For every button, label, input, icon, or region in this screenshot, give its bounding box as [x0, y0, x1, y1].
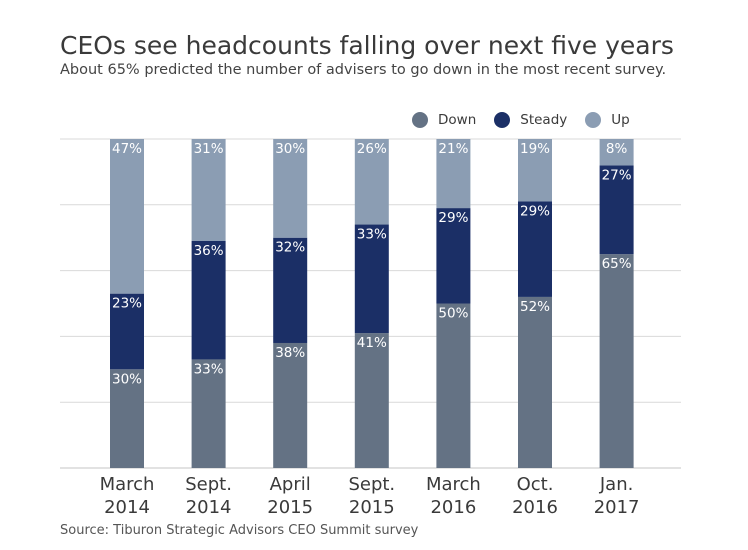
bar-segment-down — [518, 296, 552, 468]
bar-segment-up — [191, 139, 226, 241]
data-label: 38% — [275, 345, 305, 361]
data-label: 30% — [275, 141, 305, 157]
x-tick-label: 2017 — [594, 497, 640, 518]
legend-label-down: Down — [438, 112, 477, 128]
bar-segment-steady — [599, 165, 634, 255]
bar-segment-steady — [273, 237, 308, 343]
bar-segment-up — [354, 139, 389, 225]
data-label: 47% — [112, 141, 142, 157]
bar-segment-down — [191, 359, 226, 468]
x-tick-label: 2016 — [430, 497, 476, 518]
legend-item-down: Down — [412, 112, 476, 128]
bar-segment-down — [273, 342, 308, 468]
x-tick-label: 2016 — [512, 497, 558, 518]
bar-segment-steady — [110, 293, 144, 370]
data-label: 29% — [520, 204, 550, 220]
bar-segment-down — [354, 333, 389, 468]
legend-swatch-steady — [494, 112, 511, 128]
data-label: 21% — [438, 141, 468, 157]
data-label: 52% — [520, 299, 550, 315]
bar-segment-down — [436, 303, 471, 468]
x-tick-label: 2015 — [349, 497, 395, 518]
legend-label-steady: Steady — [520, 112, 568, 128]
x-tick-label: April — [270, 474, 311, 495]
data-label: 50% — [438, 306, 468, 322]
data-label: 26% — [357, 141, 387, 157]
data-label: 41% — [357, 335, 387, 351]
data-label: 30% — [112, 371, 142, 387]
bar-segment-up — [436, 139, 471, 209]
data-label: 29% — [438, 210, 468, 226]
bar-segment-steady — [191, 240, 226, 360]
chart-subtitle: About 65% predicted the number of advise… — [60, 62, 667, 78]
bar-segment-steady — [354, 224, 389, 334]
data-label: 27% — [602, 167, 632, 183]
data-label: 19% — [520, 141, 550, 157]
bar-segment-down — [110, 369, 144, 468]
x-tick-label: March — [100, 474, 155, 495]
x-tick-label: Jan. — [599, 474, 633, 495]
bar-segment-down — [599, 254, 634, 468]
bar-segment-up — [599, 139, 634, 166]
bar-segment-steady — [436, 208, 471, 304]
x-tick-label: Oct. — [517, 474, 554, 495]
x-tick-label: Sept. — [185, 474, 232, 495]
data-label: 33% — [357, 227, 387, 243]
legend-item-up: Up — [585, 112, 630, 128]
legend-item-steady: Steady — [494, 112, 567, 128]
x-tick-label: March — [426, 474, 481, 495]
x-tick-label: 2014 — [104, 497, 150, 518]
legend-swatch-up — [585, 112, 602, 128]
x-tick-label: 2014 — [186, 497, 232, 518]
legend: Down Steady Up — [412, 112, 648, 128]
data-label: 65% — [602, 256, 632, 272]
legend-label-up: Up — [611, 112, 630, 128]
chart-title: CEOs see headcounts falling over next fi… — [60, 31, 674, 60]
x-tick-label: 2015 — [267, 497, 313, 518]
bar-segment-up — [110, 139, 144, 294]
bar-segment-steady — [518, 201, 552, 297]
data-label: 36% — [194, 243, 224, 259]
source-note: Source: Tiburon Strategic Advisors CEO S… — [60, 523, 419, 538]
data-label: 32% — [275, 240, 305, 256]
bar-segment-up — [518, 139, 552, 202]
legend-swatch-down — [412, 112, 428, 128]
data-label: 8% — [606, 141, 628, 157]
x-tick-label: Sept. — [348, 474, 395, 495]
data-label: 33% — [194, 361, 224, 377]
data-label: 23% — [112, 296, 142, 312]
bar-segment-up — [273, 139, 308, 238]
data-label: 31% — [194, 141, 224, 157]
